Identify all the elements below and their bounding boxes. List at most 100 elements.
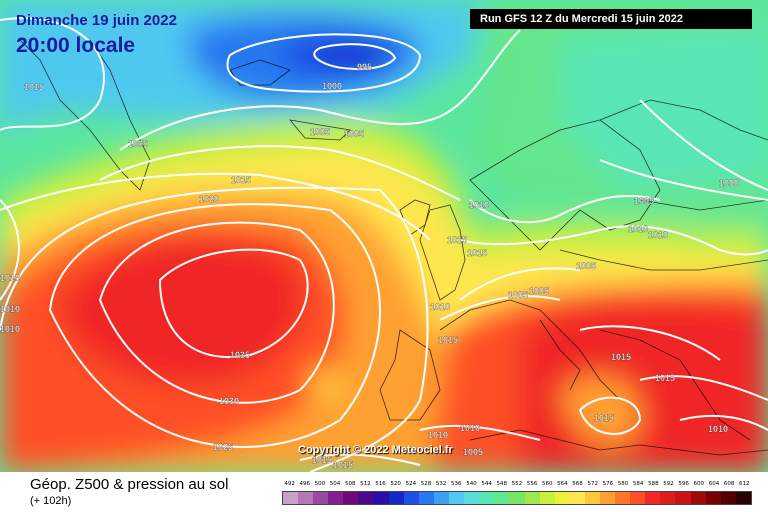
legend-subtitle: (+ 102h) [30,495,72,507]
scale-color-swatch [418,492,434,504]
scale-value-label: 588 [648,481,659,487]
isobar-label: 1010 [0,304,20,314]
isobar-label: 1010 [469,200,489,210]
isobar-labels: 995 1000 1015 1005 1005 1005 1015 1020 1… [0,62,739,470]
isobar-label: 1020 [199,194,219,204]
isobar-label: 1015 [438,335,458,345]
scale-value-label: 580 [617,481,629,487]
scale-color-swatch [660,492,676,504]
scale-value-label: 576 [602,481,614,487]
scale-color-swatch [524,492,540,504]
scale-value-label: 492 [284,481,295,487]
scale-color-swatch [328,492,344,504]
legend-panel: Géop. Z500 & pression au sol (+ 102h) 49… [0,472,768,512]
scale-value-label: 512 [360,481,371,487]
isobar-label: 1010 [0,324,20,334]
scale-color-swatch [735,492,751,504]
scale-value-label: 596 [678,481,689,487]
isobar-label: 1000 [719,178,739,188]
scale-value-label: 572 [587,481,598,487]
isobar-label: 1010 [708,424,728,434]
scale-value-label: 568 [572,481,583,487]
isobar-label: 1005 [508,290,528,300]
isobar-label: 1015 [594,413,614,423]
forecast-time: 20:00 locale [16,34,136,57]
scale-color-swatch [705,492,721,504]
scale-color-swatch [630,492,646,504]
isobar-label: 1030 [219,396,239,406]
isobar-label: 1015 [231,175,251,185]
isobar-label: 1005 [576,261,596,271]
isobar-label: 1005 [634,196,654,206]
scale-value-label: 600 [693,481,705,487]
scale-color-swatch [615,492,631,504]
isobar-label: 1010 [430,302,450,312]
isobar-label: 1005 [463,447,483,457]
isobar-lines [0,17,768,472]
scale-value-label: 548 [496,481,508,487]
copyright-notice: Copyright © 2022 Meteociel.fr [298,444,453,456]
isobar-label: 1015 [611,352,631,362]
scale-value-label: 508 [344,481,356,487]
scale-color-swatch [584,492,600,504]
scale-color-swatch [720,492,736,504]
isobar-label: 1025 [213,442,233,452]
scale-color-swatch [433,492,450,504]
isobar-label: 1010 [628,224,648,234]
scale-color-swatch [554,492,570,504]
scale-color-swatch [494,492,510,504]
scale-value-label: 516 [375,481,386,487]
isobar-label: 1010 [0,273,20,283]
isobar-label: 1005 [529,286,549,296]
scale-value-label: 564 [557,481,568,487]
scale-value-label: 560 [541,481,553,487]
scale-value-label: 584 [632,481,644,487]
isobar-label: 1015 [333,460,353,470]
scale-value-label: 504 [329,481,341,487]
scale-color-swatch [388,492,404,504]
isobar-label: 1010 [460,423,480,433]
scale-color-swatch [464,492,480,504]
scale-color-swatch [690,492,706,504]
isobar-label: 1005 [344,129,364,139]
scale-value-label: 544 [481,481,492,487]
scale-color-swatch [479,492,495,504]
scale-color-swatch [569,492,585,504]
scale-value-label: 556 [526,481,538,487]
scale-value-label: 528 [420,481,432,487]
isobar-label: 1015 [655,373,675,383]
isobar-label: 1015 [447,235,467,245]
scale-value-label: 592 [663,481,674,487]
scale-value-label: 500 [314,481,326,487]
scale-color-swatch [403,492,419,504]
scale-value-label: 552 [511,481,523,487]
geopotential-map: 995 1000 1015 1005 1005 1005 1015 1020 1… [0,0,768,472]
scale-color-swatch [509,492,525,504]
scale-color-swatch [343,492,359,504]
isobar-label: 1015 [312,455,332,465]
scale-color-swatch [675,492,691,504]
scale-color-swatch [449,492,465,504]
scale-color-swatch [298,492,314,504]
coastlines [19,39,768,456]
scale-color-swatch [313,492,329,504]
scale-value-label: 532 [435,481,447,487]
legend-title: Géop. Z500 & pression au sol [30,476,229,493]
forecast-date: Dimanche 19 juin 2022 [16,12,177,29]
isobar-label: 995 [357,62,372,72]
geopotential-field [0,0,768,472]
isobar-label: 1005 [128,139,148,149]
scale-value-label: 608 [723,481,735,487]
isobar-label: 1035 [230,350,250,360]
scale-color-swatch [358,492,374,504]
scale-value-label: 612 [739,481,750,487]
isobar-label: 1005 [310,127,330,137]
scale-value-label: 540 [466,481,477,487]
isobar-label: 1010 [428,430,448,440]
isobar-label: 1015 [24,82,44,92]
color-scale-bar [282,491,752,505]
scale-color-swatch [645,492,661,504]
scale-value-label: 536 [451,481,462,487]
scale-value-label: 520 [390,481,401,487]
